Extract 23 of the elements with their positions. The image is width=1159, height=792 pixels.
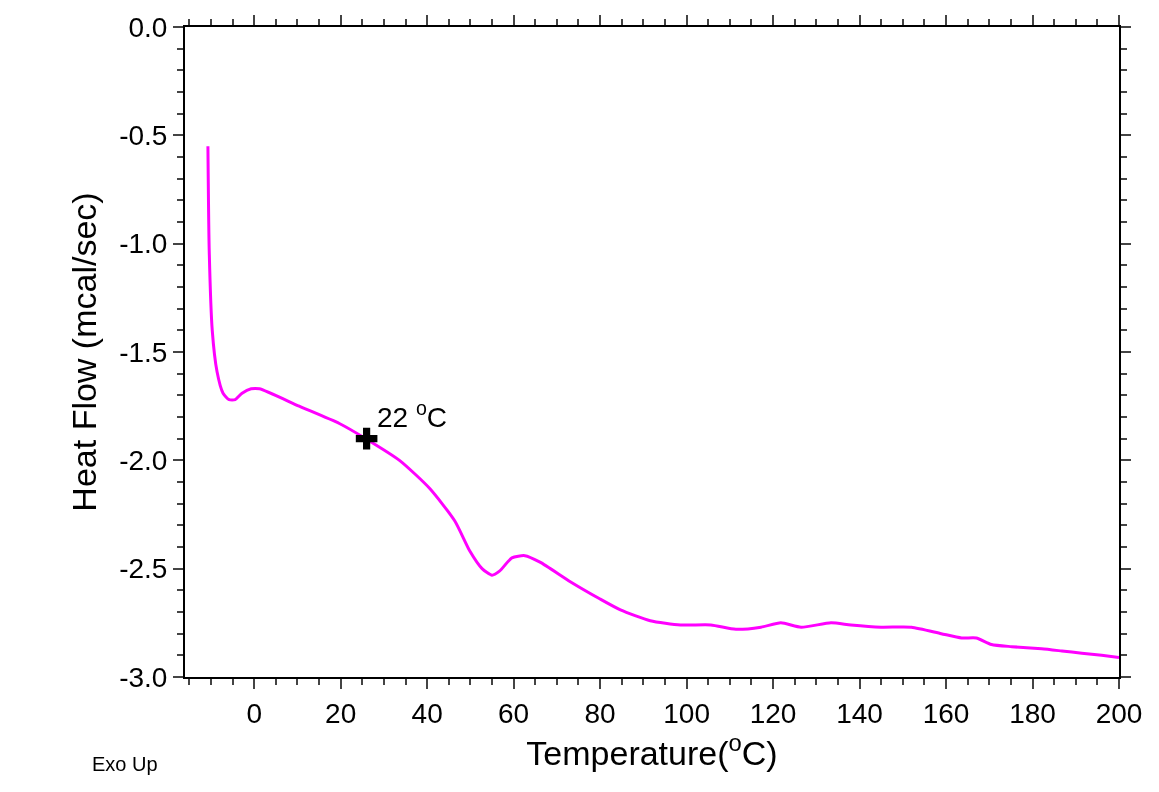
y-tick-label: -2.5: [119, 553, 168, 585]
y-tick-label: -0.5: [119, 120, 168, 152]
y-tick-label: 0.0: [128, 11, 168, 43]
x-axis-title: Temperature($^{o}$C): [526, 728, 778, 772]
y-axis-title: Heat Flow (mcal/sec): [65, 192, 104, 512]
x-tick-label: 160: [922, 697, 970, 729]
text: Exo Up: [92, 753, 158, 775]
x-tick-label: 100: [663, 697, 710, 729]
y-tick-label: -3.0: [119, 661, 168, 693]
y-tick-label: -1.0: [119, 228, 168, 260]
line-series: [206, 144, 1119, 659]
x-tick-label: 0: [246, 697, 262, 729]
x-tick-label: 200: [1095, 697, 1143, 729]
y-tick-label: -1.5: [119, 336, 168, 368]
x-tick-label: 120: [749, 697, 797, 729]
x-tick-label: 20: [325, 697, 357, 729]
x-tick-label: 80: [584, 697, 616, 729]
x-tick-label: 140: [836, 697, 883, 729]
annotation: 22 $^{o}$C: [377, 397, 448, 433]
x-tick-label: 180: [1009, 697, 1056, 729]
x-tick-label: 40: [411, 697, 443, 729]
y-tick-label: -2.0: [119, 445, 168, 477]
x-tick-label: 60: [498, 697, 530, 729]
